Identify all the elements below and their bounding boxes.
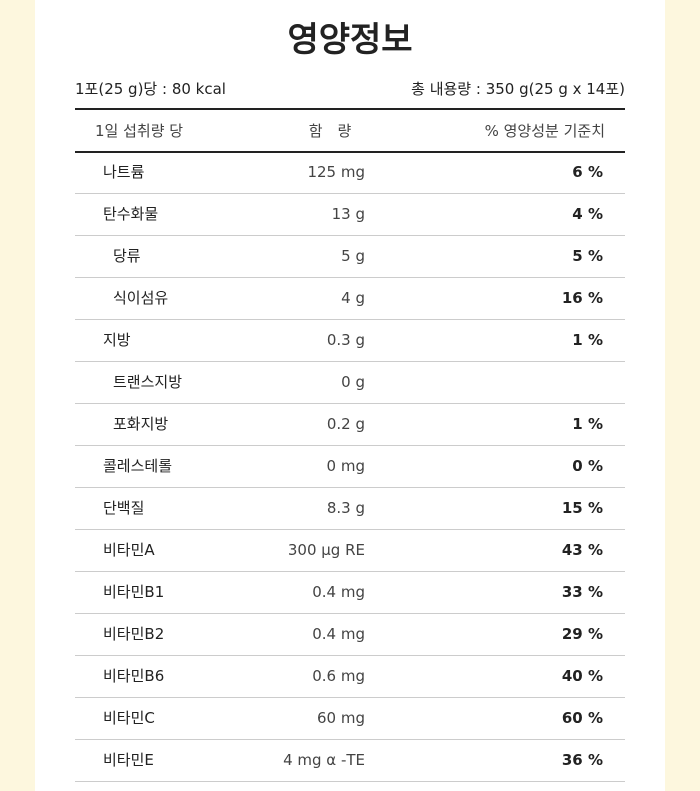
row-amount: 0.2 g bbox=[326, 415, 365, 433]
row-amount: 0.4 mg bbox=[312, 583, 365, 601]
row-percent: 16 % bbox=[561, 289, 603, 307]
row-amount: 60 mg bbox=[317, 709, 365, 727]
rule bbox=[75, 151, 625, 153]
row-rule bbox=[75, 445, 625, 446]
row-name: 나트륨 bbox=[103, 163, 145, 181]
row-rule bbox=[75, 235, 625, 236]
row-amount: 13 g bbox=[331, 205, 365, 223]
panel: 영양정보 1포(25 g)당 : 80 kcal 총 내용량 : 350 g(2… bbox=[35, 0, 665, 791]
row-rule bbox=[75, 781, 625, 782]
row-percent: 1 % bbox=[572, 331, 603, 349]
row-percent: 43 % bbox=[561, 541, 603, 559]
row-amount: 4 mg α -TE bbox=[283, 751, 365, 769]
row-name: 비타민A bbox=[103, 541, 155, 559]
row-rule bbox=[75, 403, 625, 404]
row-amount: 300 μg RE bbox=[287, 541, 365, 559]
row-name: 비타민B2 bbox=[103, 625, 165, 643]
row-name: 단백질 bbox=[103, 499, 145, 517]
row-rule bbox=[75, 319, 625, 320]
row-name: 포화지방 bbox=[113, 415, 169, 433]
row-percent: 4 % bbox=[572, 205, 603, 223]
row-name: 비타민B6 bbox=[103, 667, 165, 685]
row-name: 콜레스테롤 bbox=[103, 457, 173, 475]
row-amount: 125 mg bbox=[307, 163, 365, 181]
row-amount: 0.4 mg bbox=[312, 625, 365, 643]
row-name: 트랜스지방 bbox=[113, 373, 183, 391]
row-percent: 1 % bbox=[572, 415, 603, 433]
total-content: 총 내용량 : 350 g(25 g x 14포) bbox=[411, 80, 625, 98]
row-name: 비타민E bbox=[103, 751, 154, 769]
row-rule bbox=[75, 655, 625, 656]
row-name: 비타민C bbox=[103, 709, 155, 727]
row-rule bbox=[75, 361, 625, 362]
row-name: 당류 bbox=[113, 247, 141, 265]
row-percent: 15 % bbox=[561, 499, 603, 517]
row-amount: 0 g bbox=[341, 373, 365, 391]
row-percent: 60 % bbox=[561, 709, 603, 727]
row-rule bbox=[75, 487, 625, 488]
header-cell: % 영양성분 기준치 bbox=[484, 122, 605, 140]
header-cell: 함 량 bbox=[308, 122, 352, 140]
row-percent: 6 % bbox=[572, 163, 603, 181]
row-percent: 0 % bbox=[572, 457, 603, 475]
row-percent: 33 % bbox=[561, 583, 603, 601]
serving: 1포(25 g)당 : 80 kcal bbox=[75, 80, 226, 98]
title: 영양정보 bbox=[287, 20, 413, 60]
row-rule bbox=[75, 193, 625, 194]
row-amount: 5 g bbox=[341, 247, 365, 265]
row-amount: 4 g bbox=[341, 289, 365, 307]
row-percent: 40 % bbox=[561, 667, 603, 685]
row-amount: 8.3 g bbox=[326, 499, 365, 517]
row-rule bbox=[75, 613, 625, 614]
row-rule bbox=[75, 571, 625, 572]
row-amount: 0.6 mg bbox=[312, 667, 365, 685]
row-name: 식이섬유 bbox=[113, 289, 169, 307]
row-name: 비타민B1 bbox=[103, 583, 165, 601]
row-amount: 0.3 g bbox=[326, 331, 365, 349]
rule bbox=[75, 108, 625, 110]
header-cell: 1일 섭취량 당 bbox=[95, 122, 184, 140]
row-percent: 29 % bbox=[561, 625, 603, 643]
row-amount: 0 mg bbox=[326, 457, 365, 475]
row-rule bbox=[75, 697, 625, 698]
row-name: 탄수화물 bbox=[103, 205, 159, 223]
row-percent: 36 % bbox=[561, 751, 603, 769]
row-name: 지방 bbox=[103, 331, 131, 349]
row-rule bbox=[75, 529, 625, 530]
row-rule bbox=[75, 739, 625, 740]
row-rule bbox=[75, 277, 625, 278]
row-percent: 5 % bbox=[572, 247, 603, 265]
